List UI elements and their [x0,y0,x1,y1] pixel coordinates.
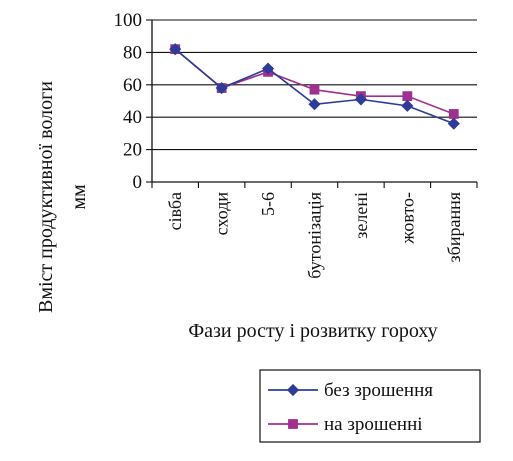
legend-label: без зрошення [324,380,433,401]
data-point [401,99,414,112]
y-axis-unit-group: мм [68,184,90,210]
y-axis-title-group: Вміст продуктивної вологи [35,81,57,313]
y-tick-label: 100 [114,10,143,31]
x-tick-label: жовто- [397,192,417,245]
y-tick-label: 0 [133,172,143,193]
x-tick-label: сходи [212,192,232,236]
data-point [448,109,459,119]
x-tick-label: сівба [165,192,185,230]
legend-marker [288,419,298,429]
y-tick-label: 40 [123,107,142,128]
legend-label: на зрошенні [324,414,423,435]
x-tick-label: 5-6 [258,192,278,216]
x-tick-label: зелені [351,192,371,239]
y-tick-label: 80 [123,42,142,63]
data-point [262,62,275,75]
data-point [309,84,320,95]
data-point [402,91,413,102]
legend: без зрошення на зрошенні [259,369,481,443]
data-point [215,81,228,95]
y-tick-labels: 0 20 40 60 80 100 [114,10,143,193]
y-axis-unit: мм [68,184,90,210]
legend-marker [286,383,300,397]
data-point [308,98,321,111]
data-point [169,43,182,56]
data-point [354,93,367,106]
x-tick-labels: сівба сходи 5-6 бутонізація зелені жовто-збир… [165,192,464,279]
axes [146,19,478,188]
y-axis-title: Вміст продуктивної вологи [35,81,57,313]
legend-box [259,369,481,443]
x-axis-title: Фази росту і розвитку гороху [188,320,437,342]
x-tick-label: бутонізація [305,192,325,279]
y-tick-label: 60 [123,75,142,96]
data-point [447,117,460,130]
x-tick-label: збирання [444,192,464,262]
y-tick-label: 20 [123,140,142,161]
series [169,43,460,130]
